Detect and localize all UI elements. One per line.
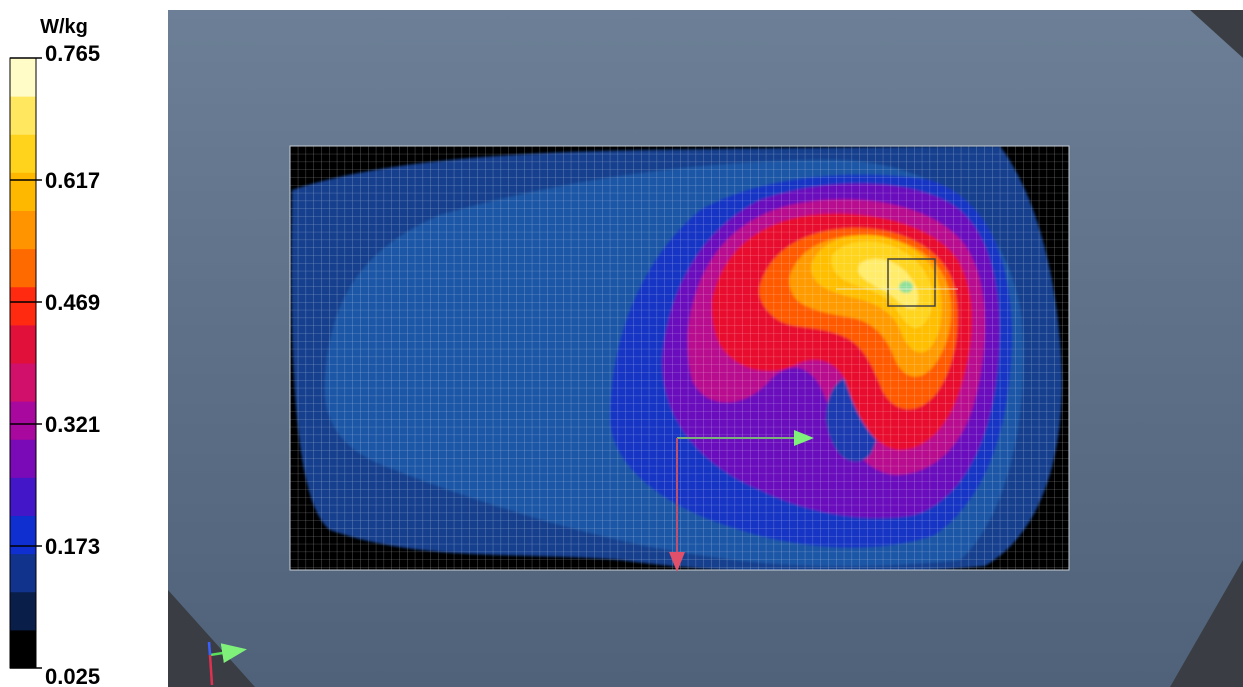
colorbar-unit-label: W/kg [40, 16, 88, 38]
colorbar-tick-label: 0.617 [45, 168, 100, 193]
colorbar-band [10, 58, 36, 97]
triad-z-axis [208, 654, 214, 686]
colorbar-tick-label: 0.469 [45, 290, 100, 315]
colorbar-tick-label: 0.173 [45, 534, 100, 559]
colorbar-tick-label: 0.321 [45, 412, 100, 437]
sar-distribution [290, 146, 1069, 570]
colorbar-tick-label: 0.025 [45, 664, 100, 687]
colorbar-band [10, 591, 36, 631]
colorbar-band [10, 96, 36, 135]
colorbar-band [10, 286, 36, 326]
colorbar-legend: W/kg 0.765 0.617 0.469 0.321 0.173 0.025 [9, 16, 100, 687]
colorbar-band [10, 248, 36, 288]
sar-scan-viewport[interactable] [168, 10, 1243, 687]
zoom-scan-box [887, 258, 936, 307]
colorbar-band [10, 477, 36, 517]
colorbar-bands [9, 57, 37, 669]
triad-x-axis [207, 641, 212, 656]
colorbar-band [10, 515, 36, 555]
measurement-grid [290, 146, 1069, 570]
colorbar-band [10, 134, 36, 173]
colorbar-tick-label: 0.765 [45, 41, 100, 66]
orientation-triad [207, 641, 247, 686]
colorbar-band [10, 324, 36, 364]
colorbar-band [10, 172, 36, 212]
sar-heatmap-scene[interactable] [168, 10, 1243, 687]
colorbar-band [10, 439, 36, 478]
colorbar-band [10, 629, 36, 669]
colorbar-band [10, 553, 36, 593]
colorbar-ticks: 0.765 0.617 0.469 0.321 0.173 0.025 [10, 41, 100, 687]
phantom-corner-top-right [1190, 10, 1243, 58]
colorbar-band [10, 401, 36, 440]
phantom-corner-bottom-right [1170, 560, 1243, 687]
colorbar-band [10, 363, 36, 402]
triad-y-axis [209, 643, 247, 663]
colorbar-band [10, 210, 36, 250]
